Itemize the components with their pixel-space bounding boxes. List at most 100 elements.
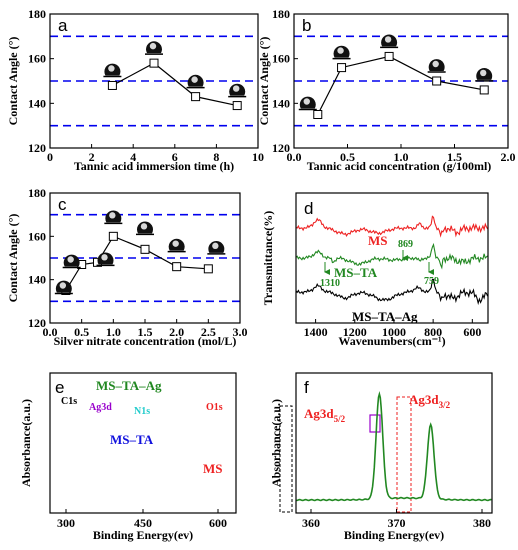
panel-a-ytick-0: 120	[28, 141, 46, 155]
panel-d-axes: 1400 1200 1000 800 600	[304, 319, 481, 339]
panel-e-xtick-1: 450	[134, 516, 152, 530]
panel-e-ylabel: Absorbance(a.u.)	[19, 399, 33, 487]
panel-d-xtick-0: 1400	[304, 325, 328, 339]
panel-c-droplet-1	[62, 254, 81, 269]
panel-c-droplet-4	[136, 221, 154, 236]
panel-a-ytick-2: 160	[28, 52, 46, 66]
panel-a-xtick-5: 10	[252, 150, 264, 164]
panel-d-spectrum-0	[295, 215, 489, 238]
panel-a-xlabel: Tannic acid immersion time (h)	[74, 159, 234, 173]
panel-e-axes: 300 450 600	[57, 509, 227, 530]
panel-b-point-3	[432, 76, 442, 86]
panel-c-point-5	[172, 262, 182, 272]
panel-d-label: d	[304, 199, 313, 218]
panel-a-ytick-3: 180	[28, 7, 46, 21]
panel-f-annotation-ag3d32: Ag3d3/2	[409, 392, 451, 410]
panel-e-xlabel: Binding Energy(ev)	[93, 528, 193, 542]
panel-e-annotation-o1s: O1s	[206, 402, 223, 413]
panel-c: 0.0 0.5 1.0 1.5 2.0 2.5 3.0 120 140 160 180 c Silv…	[6, 186, 248, 348]
panel-e-series-label-ms: MS	[203, 461, 223, 476]
panel-f-spectrum	[296, 391, 492, 502]
panel-c-droplet-5	[167, 238, 186, 253]
panel-a: 0 2 4 6 8 10 120 140 160 180 a Tannic acid immers…	[6, 7, 264, 173]
panel-c-label: c	[58, 195, 67, 214]
panel-a-xtick-0: 0	[47, 150, 53, 164]
panel-c-point-4	[140, 244, 150, 254]
panel-a-point-1	[149, 58, 159, 68]
panel-b-series	[313, 51, 489, 119]
panel-a-axes: 0 2 4 6 8 10 120 140 160 180	[28, 7, 264, 164]
panel-b-ytick-1: 140	[272, 96, 290, 110]
panel-f: 360 370 380 f Ag3d5/2 Ag3d3/2 Binding Ener…	[269, 372, 493, 542]
panel-f-xtick-2: 380	[473, 516, 491, 530]
panel-c-reference-lines	[50, 213, 240, 303]
panel-a-point-0	[107, 80, 117, 90]
panel-c-ytick-3: 180	[28, 186, 46, 200]
panel-b-point-4	[479, 85, 489, 95]
panel-a-label: a	[58, 16, 68, 35]
panel-b-droplet-icons	[298, 34, 494, 111]
panel-b-droplet-4	[475, 68, 494, 82]
panel-d-frame	[295, 192, 489, 324]
panel-d-annotation-759: 759	[424, 276, 439, 287]
panel-a-droplet-2	[186, 74, 205, 89]
panel-d-series-label-ms: MS	[368, 233, 388, 248]
panel-d-xtick-3: 800	[424, 325, 442, 339]
panel-c-xtick-1: 0.5	[74, 325, 89, 339]
panel-f-axes: 360 370 380	[302, 509, 491, 530]
panel-d-xtick-1: 1200	[343, 325, 367, 339]
panel-c-xtick-5: 2.5	[201, 325, 216, 339]
panel-c-ytick-1: 140	[28, 273, 46, 287]
panel-b-droplet-0	[298, 96, 317, 111]
panel-b-ytick-3: 180	[272, 7, 290, 21]
panel-e-series-label-ms-ta-ag: MS–TA–Ag	[96, 378, 162, 393]
panel-c-xtick-0: 0.0	[43, 325, 58, 339]
panel-d-annotation-1310: 1310	[320, 278, 340, 289]
panel-f-ylabel: Absorbance(a.u.)	[269, 399, 283, 487]
panel-b-xtick-3: 1.5	[447, 150, 462, 164]
panel-b-droplet-1	[332, 45, 351, 60]
panel-a-series-line	[112, 62, 238, 107]
panel-b-point-1	[337, 63, 347, 73]
panel-d-xlabel: Wavenumbers(cm⁻¹)	[338, 334, 445, 348]
panel-e-annotation-c1s: C1s	[61, 396, 77, 407]
panel-a-droplet-icons	[103, 41, 247, 98]
panel-e-box-c1s	[279, 405, 293, 513]
panel-b-xlabel: Tannic acid concentration (g/100ml)	[307, 159, 492, 173]
panel-c-droplet-2	[96, 252, 115, 267]
panel-f-spectrum-line	[296, 391, 492, 502]
panel-d-series-label-ms-ta-ag: MS–TA–Ag	[352, 309, 418, 324]
panel-e-annotation-n1s: N1s	[134, 406, 150, 417]
panel-e: 300 450 600 e MS–TA–Ag MS–TA MS C1s Ag3d N…	[19, 372, 412, 542]
panel-b-xtick-1: 0.5	[340, 150, 355, 164]
panel-c-ylabel: Contact Angle (°)	[6, 214, 20, 303]
panel-b-xtick-0: 0.0	[287, 150, 302, 164]
panel-f-label: f	[304, 378, 309, 397]
panel-d-xtick-4: 600	[463, 325, 481, 339]
panel-b-ylabel: Contact Angle (°)	[257, 37, 271, 126]
panel-e-label: e	[55, 378, 64, 397]
panel-a-point-2	[191, 92, 201, 102]
panel-b-droplet-3	[427, 59, 446, 73]
panel-c-series	[61, 231, 213, 295]
panel-a-xtick-3: 6	[172, 150, 178, 164]
panel-e-box-ag3d	[369, 414, 381, 433]
panel-a-xtick-4: 8	[213, 150, 219, 164]
panel-d-spectrum-2	[295, 278, 489, 306]
panel-b-reference-lines	[294, 35, 508, 127]
panel-c-axes: 0.0 0.5 1.0 1.5 2.0 2.5 3.0 120 140 160 180	[28, 186, 248, 339]
panel-d-spectrum-1	[295, 242, 488, 270]
panel-a-droplet-1	[145, 41, 163, 55]
panel-a-xtick-1: 2	[89, 150, 95, 164]
panel-b-label: b	[302, 16, 311, 35]
panel-d-spectra	[295, 215, 489, 306]
panel-a-droplet-3	[228, 83, 247, 98]
panel-d-series-label-ms-ta: MS–TA	[334, 265, 378, 280]
panel-c-droplet-icons	[54, 210, 226, 295]
panel-a-point-3	[232, 101, 242, 111]
panel-d-annotation-869: 869	[398, 239, 413, 250]
panel-c-xlabel: Silver nitrate concentration (mol/L)	[54, 334, 237, 348]
panel-a-frame	[49, 13, 259, 149]
panel-d-ylabel: Transmittance(%)	[261, 211, 275, 305]
